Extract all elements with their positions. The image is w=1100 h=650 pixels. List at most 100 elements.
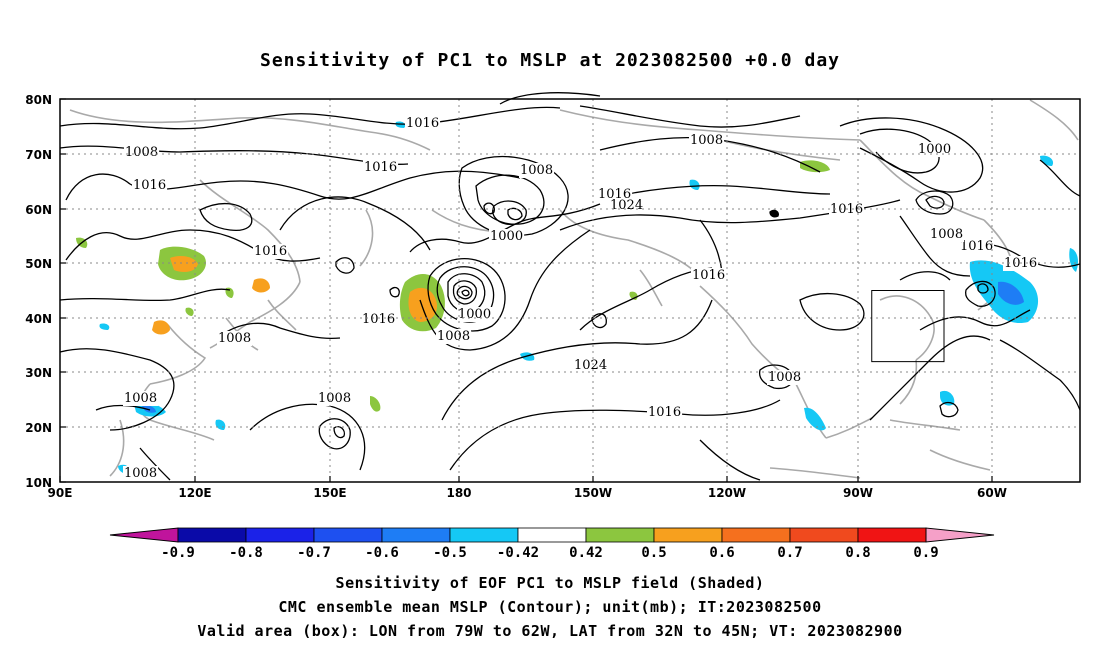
contour-label-halo (457, 307, 493, 322)
lat-label: 10N (25, 476, 52, 490)
colorbar-bin (245, 527, 315, 543)
contour-label-halo (489, 229, 525, 244)
colorbar-label: -0.6 (365, 545, 399, 561)
contour-label-halo (124, 145, 160, 160)
lat-label: 60N (25, 203, 52, 217)
tick-marks (59, 98, 993, 483)
contour-label: 1016 (133, 178, 166, 193)
colorbar-label: 0.5 (641, 545, 666, 561)
contour-label: 1008 (124, 466, 157, 481)
valid-area-box (871, 290, 945, 363)
lat-label: 20N (25, 421, 52, 435)
contour-label: 1016 (364, 160, 397, 175)
contour-label-halo (573, 358, 609, 373)
colorbar-label: -0.42 (497, 545, 539, 561)
sensitivity-shading (76, 121, 1078, 474)
colorbar-label: -0.9 (161, 545, 195, 561)
contour-label-halo (361, 312, 397, 327)
caption-line-2: CMC ensemble mean MSLP (Contour); unit(m… (278, 598, 822, 616)
contour-label-halo (253, 244, 289, 259)
map-frame (59, 98, 1081, 483)
colorbar-bin (177, 527, 247, 543)
caption-line-1: Sensitivity of EOF PC1 to MSLP field (Sh… (335, 574, 765, 592)
contour-label-halo (689, 133, 725, 148)
lon-label: 150W (574, 486, 612, 500)
contour-label: 1016 (648, 405, 681, 420)
colorbar-label: 0.6 (709, 545, 734, 561)
lon-label: 120W (708, 486, 746, 500)
lon-label: 180 (446, 486, 471, 500)
colorbar-bin (789, 527, 859, 543)
contour-label: 1016 (692, 268, 725, 283)
lon-label: 60W (977, 486, 1007, 500)
lon-label: 120E (178, 486, 211, 500)
lat-label: 40N (25, 312, 52, 326)
contour-label-halo (123, 391, 159, 406)
gridlines (60, 99, 1080, 482)
contour-label: 1008 (124, 391, 157, 406)
colorbar-bin (517, 527, 587, 543)
contour-label: 1016 (254, 244, 287, 259)
contour-label: 1008 (690, 133, 723, 148)
lat-label: 80N (25, 93, 52, 107)
lon-label: 90W (843, 486, 873, 500)
contour-labels: 1016 1016 1016 1016 1016 1016 1016 1016 … (123, 116, 1039, 481)
contour-label: 1008 (930, 227, 963, 242)
contour-label: 1016 (960, 239, 993, 254)
contour-label: 1008 (318, 391, 351, 406)
colorbar-bin (721, 527, 791, 543)
contour-label-halo (405, 116, 441, 131)
contour-label: 1000 (918, 142, 951, 157)
contour-label: 1008 (125, 145, 158, 160)
lat-label: 70N (25, 148, 52, 162)
contour-label-halo (519, 163, 555, 178)
contour-label: 1016 (406, 116, 439, 131)
colorbar-label: -0.8 (229, 545, 263, 561)
contour-label-halo (317, 391, 353, 406)
contour-label-halo (929, 227, 965, 242)
contour-label: 1000 (490, 229, 523, 244)
contour-label: 1000 (458, 307, 491, 322)
colorbar-label: -0.5 (433, 545, 467, 561)
colorbar-label: -0.7 (297, 545, 331, 561)
colorbar-bin (449, 527, 519, 543)
figure-title: Sensitivity of PC1 to MSLP at 2023082500… (259, 50, 840, 71)
colorbar-bin (381, 527, 451, 543)
lat-label: 30N (25, 366, 52, 380)
contour-label: 1008 (520, 163, 553, 178)
caption-line-3: Valid area (box): LON from 79W to 62W, L… (197, 622, 903, 640)
lat-label: 50N (25, 257, 52, 271)
contour-label-halo (959, 239, 995, 254)
colorbar-label: 0.7 (777, 545, 802, 561)
contour-label: 1008 (218, 331, 251, 346)
colorbar-bin (653, 527, 723, 543)
colorbar-label: 0.42 (569, 545, 603, 561)
contour-label-halo (767, 370, 803, 385)
contour-label-halo (609, 198, 645, 213)
contour-label-halo (123, 466, 159, 481)
contour-label-halo (132, 178, 168, 193)
colorbar-bin (313, 527, 383, 543)
colorbar-low-arrow (109, 527, 179, 543)
contour-label: 1024 (610, 198, 643, 213)
colorbar-label: 0.8 (845, 545, 870, 561)
colorbar: -0.9 -0.8 -0.7 -0.6 -0.5 -0.42 0.42 0.5 0.6 0.7 0.… (109, 527, 995, 561)
contour-label-halo (436, 329, 472, 344)
contour-label: 1024 (574, 358, 607, 373)
contour-label: 1008 (437, 329, 470, 344)
colorbar-bin (857, 527, 927, 543)
lon-label: 150E (313, 486, 346, 500)
colorbar-bin (585, 527, 655, 543)
longitude-labels: 90E 120E 150E 180 150W 120W 90W 60W (48, 486, 1007, 500)
latitude-labels: 80N 70N 60N 50N 40N 30N 20N 10N (25, 93, 52, 490)
contour-label: 1016 (362, 312, 395, 327)
contour-label-halo (217, 331, 253, 346)
contour-label-halo (647, 405, 683, 420)
colorbar-high-arrow (925, 527, 995, 543)
lon-label: 90E (48, 486, 73, 500)
contour-label-halo (691, 268, 727, 283)
colorbar-label: 0.9 (913, 545, 938, 561)
contour-label-halo (363, 160, 399, 175)
contour-label: 1008 (768, 370, 801, 385)
